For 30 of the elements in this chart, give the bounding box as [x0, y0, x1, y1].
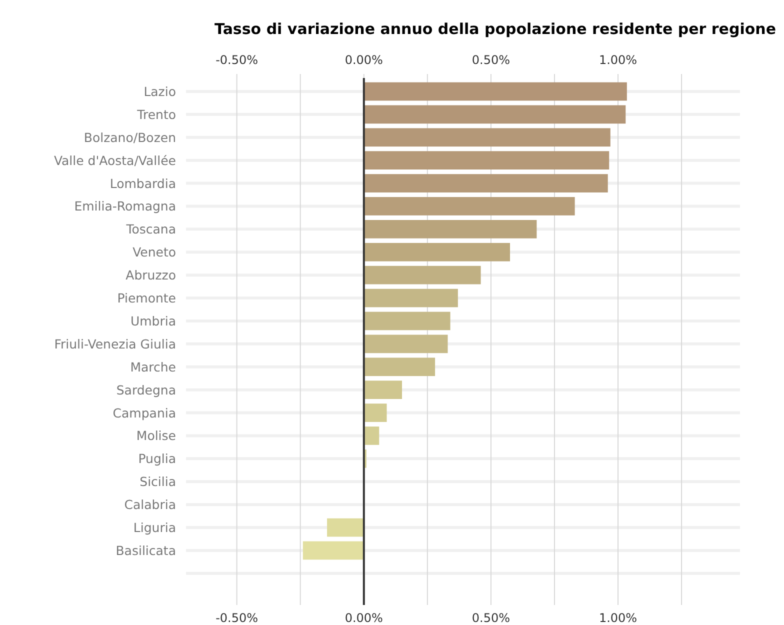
y-tick-label: Sardegna	[116, 382, 176, 398]
y-tick-label: Sicilia	[140, 474, 176, 490]
y-tick-label: Campania	[112, 405, 176, 420]
y-tick-label: Marche	[130, 359, 176, 374]
x-tick-label: -0.50%	[216, 53, 258, 67]
x-tick-label: 1.00%	[598, 53, 638, 67]
y-tick-label: Emilia-Romagna	[74, 198, 176, 214]
x2-tick-label: 0.50%	[472, 611, 510, 625]
y-tick-label: Piemonte	[117, 290, 176, 306]
y-tick-label: Lombardia	[110, 176, 176, 191]
y-tick-label: Veneto	[132, 244, 176, 260]
chart-title: Tasso di variazione annuo della popolazione residente per regione	[214, 20, 776, 38]
y-tick-label: Abruzzo	[126, 268, 176, 283]
y-tick-label: Toscana	[125, 222, 176, 237]
x2-tick-label: 1.00%	[598, 611, 638, 625]
y-tick-label: Friuli-Venezia Giulia	[54, 336, 176, 352]
y-tick-label: Calabria	[124, 497, 176, 512]
y-tick-label: Lazio	[144, 84, 176, 99]
y-tick-label: Basilicata	[116, 542, 176, 558]
y-tick-label: Liguria	[133, 520, 176, 536]
y-tick-label: Umbria	[130, 313, 176, 328]
x-tick-label: 0.00%	[344, 53, 383, 67]
y-tick-label: Bolzano/Bozen	[84, 130, 176, 145]
y-tick-label: Trento	[136, 106, 176, 122]
y-tick-label: Valle d'Aosta/Vallée	[54, 152, 176, 168]
x2-tick-label: -0.50%	[216, 611, 258, 625]
y-tick-label: Molise	[136, 428, 176, 444]
y-tick-label: Puglia	[138, 451, 176, 466]
x-tick-label: 0.50%	[472, 53, 510, 67]
x2-tick-label: 0.00%	[344, 611, 383, 625]
